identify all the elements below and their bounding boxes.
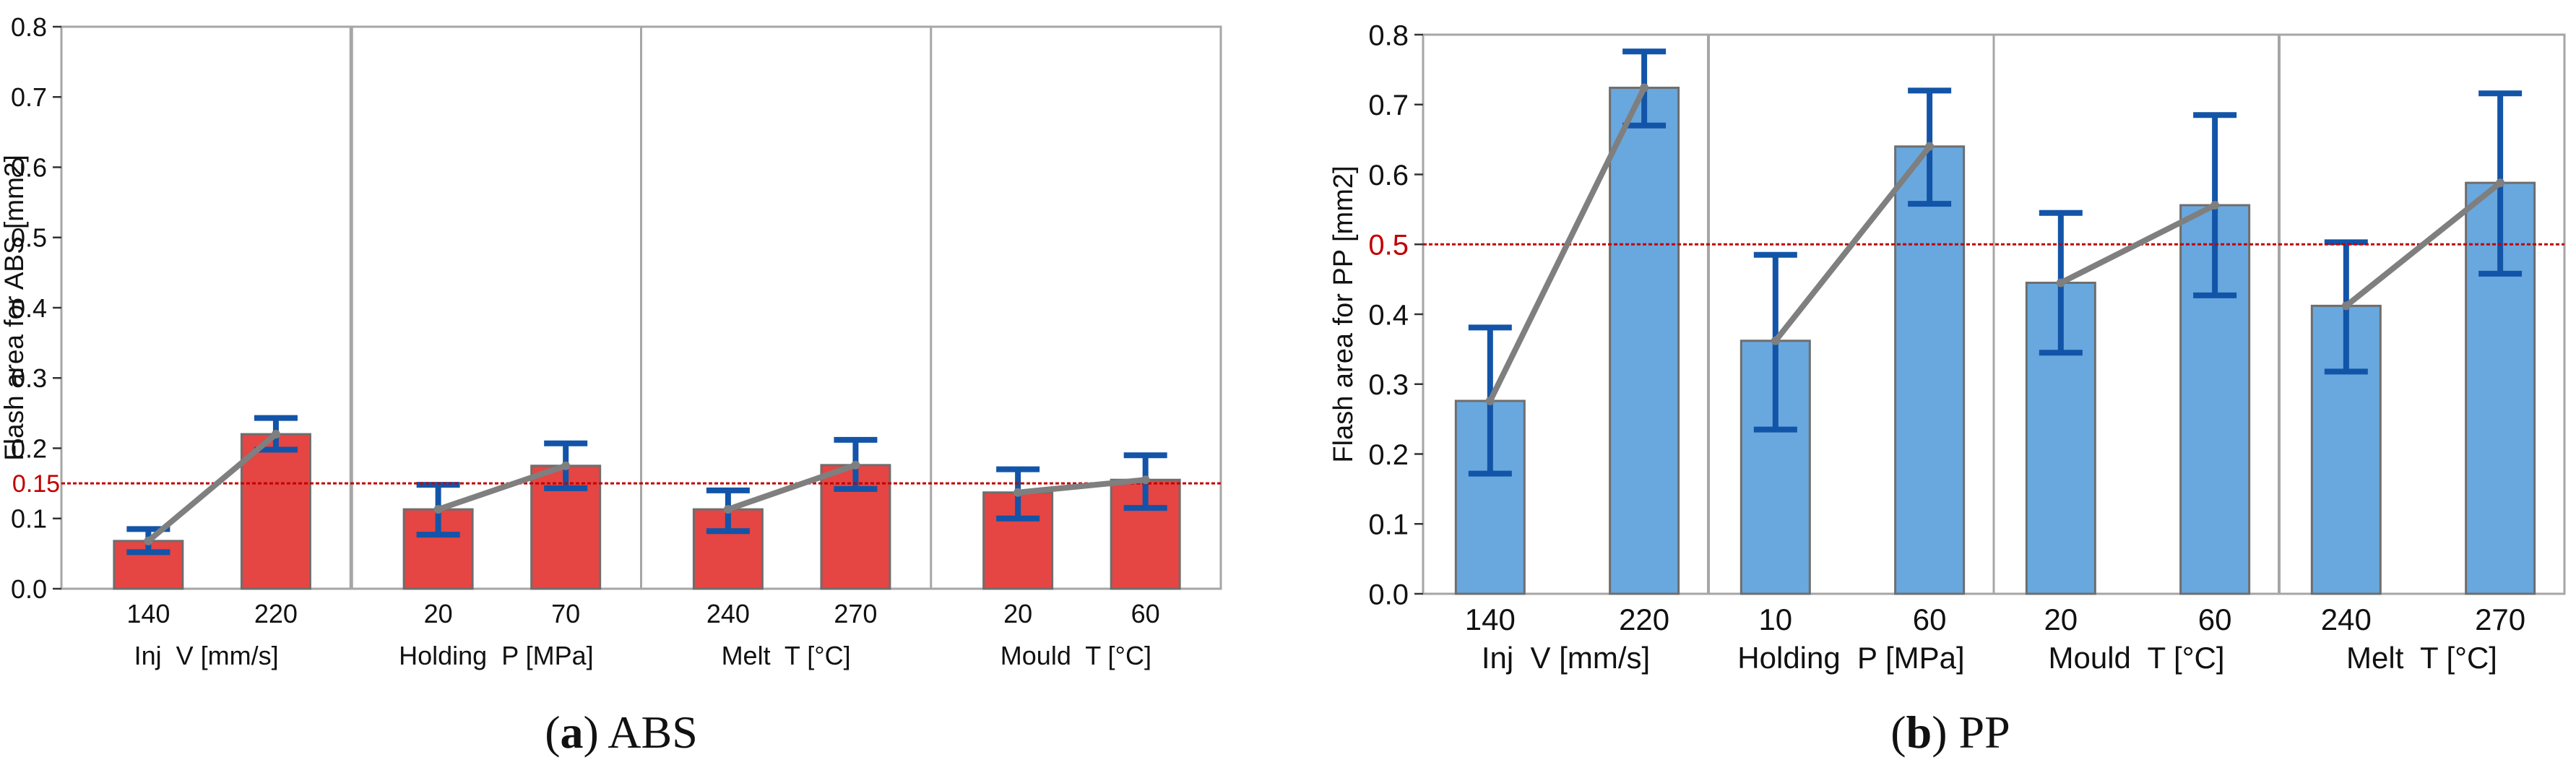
factor-group: 10 60 Holding P [MPa]: [1737, 87, 1966, 675]
x-group-label: Melt T [°C]: [722, 641, 851, 670]
mean-point: [1771, 336, 1780, 345]
mean-line: [1015, 477, 1149, 496]
threshold-label: 0.15: [12, 470, 60, 498]
mean-line: [1772, 143, 1933, 344]
x-category-label: 10: [1758, 602, 1792, 636]
factor-group: 240 270 Melt T [°C]: [692, 436, 891, 670]
x-group-label: Melt T [°C]: [2346, 641, 2497, 675]
factor-group: 240 270 Melt T [°C]: [2310, 90, 2536, 675]
caption-label: b: [1906, 706, 1932, 758]
mean-point: [2496, 178, 2505, 188]
y-tick-label: 0.2: [11, 433, 47, 463]
mean-point: [1485, 396, 1495, 405]
x-group-label: Holding P [MPa]: [1737, 641, 1964, 675]
mean-line: [435, 462, 569, 513]
caption-text: PP: [1959, 706, 2010, 758]
mean-line: [2057, 202, 2218, 286]
x-category-label: 60: [2198, 602, 2232, 636]
caption-paren-close: ): [584, 706, 608, 758]
y-tick-label: 0.6: [1368, 160, 1409, 191]
chart-panel-a: 0.0 0.1 0.2 0.3 0.4 0.5 0.6 0.7 0.8 Flash area fo…: [0, 12, 1222, 758]
y-tick-label: 0.7: [11, 82, 47, 112]
caption-paren-close: ): [1932, 706, 1958, 758]
factor-group: 20 60 Mould T [°C]: [2025, 112, 2251, 675]
x-category-label: 60: [1131, 599, 1160, 628]
factor-group: 140 220 Inj V [mm/s]: [1454, 48, 1680, 675]
mean-point: [1141, 475, 1150, 485]
x-category-label: 140: [1465, 602, 1516, 636]
mean-point: [1925, 142, 1935, 151]
y-tick-label: 0.4: [1368, 299, 1409, 331]
x-category-label: 60: [1913, 602, 1947, 636]
x-category-label: 220: [254, 599, 298, 628]
x-category-label: 20: [2044, 602, 2078, 636]
y-tick-label: 0.8: [1368, 20, 1409, 51]
y-tick-label: 0.1: [1368, 509, 1409, 541]
caption-label: a: [561, 706, 584, 758]
bar: [240, 433, 311, 590]
caption-text: ABS: [608, 706, 698, 758]
bar: [1609, 87, 1680, 595]
y-tick-label: 0.3: [1368, 369, 1409, 401]
panel-caption: (b) PP: [1890, 706, 2010, 758]
x-group-label: Holding P [MPa]: [399, 641, 593, 670]
mean-point: [271, 430, 280, 439]
x-category-label: 220: [1619, 602, 1669, 636]
x-category-label: 140: [126, 599, 170, 628]
x-category-label: 20: [1003, 599, 1032, 628]
x-category-label: 240: [706, 599, 750, 628]
mean-point: [2210, 201, 2220, 210]
x-category-label: 20: [424, 599, 453, 628]
factor-group: 20 70 Holding P [MPa]: [399, 440, 602, 670]
mean-point: [1013, 488, 1023, 497]
mean-point: [2056, 278, 2065, 288]
y-tick-label: 0.0: [11, 574, 47, 604]
x-group-label: Inj V [mm/s]: [1482, 641, 1650, 675]
panel-caption: (a) ABS: [545, 706, 698, 758]
y-tick-label: 0.3: [11, 363, 47, 393]
mean-line: [2343, 180, 2504, 309]
mean-point: [723, 505, 732, 514]
factor-group: 140 220 Inj V [mm/s]: [113, 415, 311, 670]
mean-point: [1640, 83, 1649, 92]
mean-point: [144, 536, 153, 545]
x-category-label: 240: [2321, 602, 2372, 636]
caption-paren-open: (: [545, 706, 560, 758]
mean-line: [145, 431, 279, 544]
factor-group: 20 60 Mould T [°C]: [982, 452, 1181, 670]
y-tick-label: 0.5: [11, 223, 47, 253]
x-category-label: 270: [2475, 602, 2525, 636]
y-tick-label: 0.0: [1368, 579, 1409, 610]
chart-panel-b: 0.0 0.1 0.2 0.3 0.4 0.5 0.6 0.7 0.8 Flash area fo…: [1328, 20, 2566, 758]
y-tick-label: 0.2: [1368, 439, 1409, 471]
x-group-label: Mould T [°C]: [1000, 641, 1151, 670]
bar: [1894, 145, 1966, 595]
x-group-label: Inj V [mm/s]: [134, 641, 279, 670]
x-group-label: Mould T [°C]: [2048, 641, 2224, 675]
x-category-label: 70: [551, 599, 580, 628]
caption-paren-open: (: [1890, 706, 1906, 758]
y-tick-label: 0.1: [11, 504, 47, 534]
y-tick-label: 0.4: [11, 293, 47, 323]
bar: [2465, 181, 2536, 595]
mean-point: [851, 460, 860, 470]
y-axis-label: Flash area for ABS [mm2]: [0, 155, 29, 461]
y-tick-label: 0.7: [1368, 90, 1409, 121]
x-category-label: 270: [834, 599, 877, 628]
y-tick-label: 0.6: [11, 152, 47, 182]
y-tick-label: 0.8: [11, 12, 47, 42]
mean-point: [561, 461, 571, 470]
y-axis-label: Flash area for PP [mm2]: [1328, 165, 1359, 462]
y-tick-label: 0.5: [1368, 230, 1409, 262]
mean-line: [1487, 85, 1648, 404]
mean-point: [2341, 301, 2351, 311]
mean-point: [433, 505, 443, 514]
mean-line: [725, 462, 859, 513]
